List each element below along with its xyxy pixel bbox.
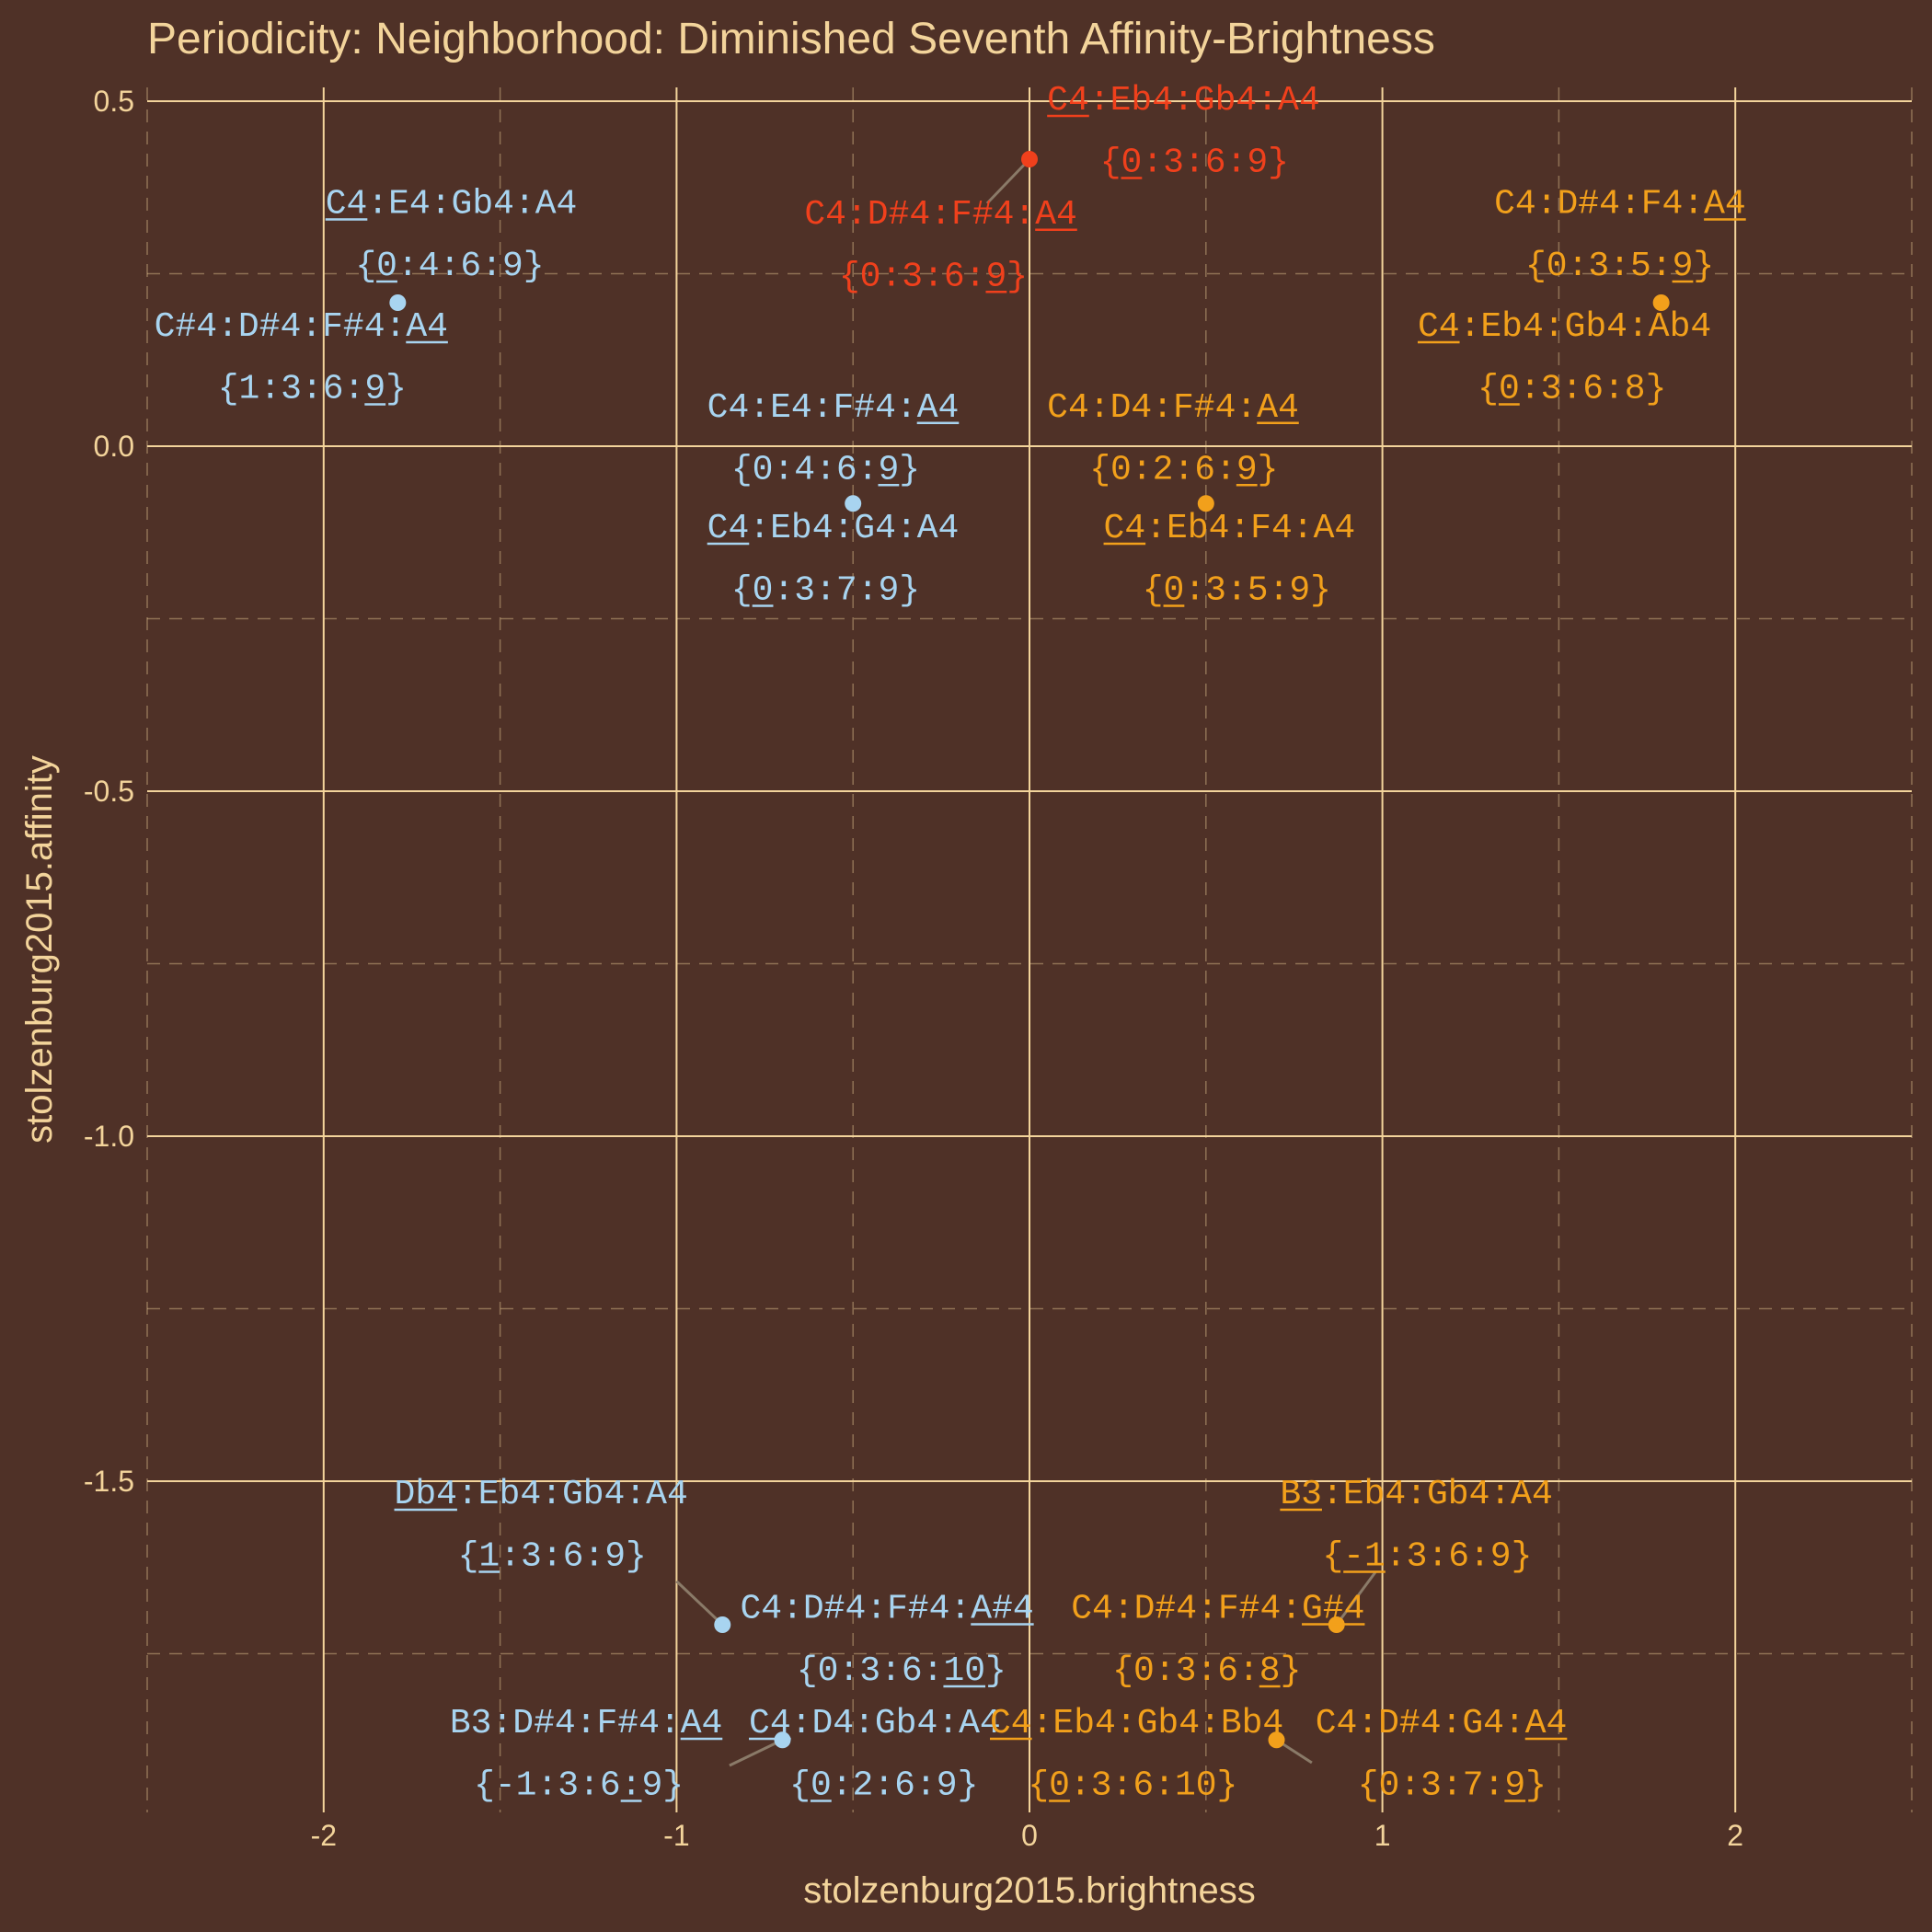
point-label: {0:3:6:10} (797, 1651, 1006, 1691)
label-connector-line (985, 157, 1031, 205)
chart-title: Periodicity: Neighborhood: Diminished Se… (147, 15, 1435, 63)
x-tick-label: -1 (663, 1819, 689, 1852)
point-label: C4:D#4:F#4:A4 (804, 195, 1076, 235)
point-label: {0:3:7:9} (1358, 1766, 1547, 1806)
point-label: {0:4:6:9} (731, 450, 920, 489)
point-label: Db4:Eb4:Gb4:A4 (395, 1475, 688, 1514)
point-label: C4:E4:F#4:A4 (707, 388, 960, 428)
point-label: B3:Eb4:Gb4:A4 (1280, 1475, 1552, 1514)
label-connector-line (1335, 1571, 1377, 1626)
point-label: {0:2:6:9} (789, 1766, 978, 1806)
data-point (389, 294, 407, 311)
y-tick-label: 0.5 (94, 85, 134, 118)
point-label: {0:4:6:9} (355, 247, 544, 286)
point-label: C4:Eb4:Gb4:A4 (1047, 81, 1319, 121)
point-label: B3:D#4:F#4:A4 (450, 1704, 722, 1743)
point-label: {0:2:6:9} (1089, 450, 1278, 489)
data-point (1197, 495, 1214, 512)
x-tick-label: 0 (1021, 1819, 1038, 1852)
point-label: {0:3:6:9} (839, 257, 1028, 296)
point-label: C4:D#4:F#4:A#4 (740, 1590, 1033, 1629)
y-tick-label: -0.5 (84, 775, 134, 808)
point-label: {0:3:5:9} (1525, 247, 1714, 286)
label-connector-line (729, 1738, 784, 1767)
data-points (389, 151, 1670, 1749)
point-label: C4:D4:F#4:A4 (1047, 388, 1299, 428)
y-tick-label: 0.0 (94, 430, 134, 463)
point-label: {0:3:6:8} (1478, 370, 1666, 409)
point-label: C4:D#4:F4:A4 (1494, 185, 1746, 224)
data-point (1021, 151, 1038, 167)
data-point (714, 1616, 731, 1633)
x-tick-label: 2 (1727, 1819, 1743, 1852)
point-label: {0:3:5:9} (1143, 571, 1331, 611)
point-labels: C4:Eb4:Gb4:A4 {0:3:6:9} C4:D#4:F#4:A4 {0:3:… (155, 81, 1746, 1806)
point-label: {1:3:6:9} (458, 1537, 647, 1577)
grid-lines (146, 87, 1913, 1812)
point-label: C4:D#4:G4:A4 (1316, 1704, 1568, 1743)
point-label: C4:E4:Gb4:A4 (326, 185, 578, 224)
point-label: {0:3:6:9} (1100, 144, 1289, 183)
point-label: {0:3:7:9} (731, 571, 920, 611)
point-label: C#4:D#4:F#4:A4 (155, 307, 448, 347)
x-tick-label: 1 (1374, 1819, 1391, 1852)
y-tick-label: -1.0 (84, 1120, 134, 1153)
data-point (1268, 1731, 1285, 1749)
point-label: C4:Eb4:Gb4:Ab4 (1418, 307, 1711, 347)
x-axis-title: stolzenburg2015.brightness (803, 1870, 1255, 1911)
point-label: C4:Eb4:F4:A4 (1104, 509, 1356, 548)
data-point (1652, 294, 1670, 311)
point-label: C4:Eb4:Gb4:Bb4 (990, 1704, 1283, 1743)
y-tick-label: -1.5 (84, 1465, 134, 1498)
label-connector-line (675, 1580, 724, 1627)
y-axis-title: stolzenburg2015.affinity (19, 755, 60, 1144)
point-label: {-1:3:6:9} (1322, 1537, 1532, 1577)
point-label: C4:Eb4:G4:A4 (707, 509, 960, 548)
point-label: {-1:3:6:9} (474, 1766, 684, 1806)
point-label: {1:3:6:9} (218, 370, 407, 409)
point-label: C4:D#4:F#4:G#4 (1071, 1590, 1364, 1629)
tick-labels: -2 -1 0 1 2 0.5 0.0 -0.5 -1.0 -1.5 (84, 85, 1743, 1852)
x-tick-label: -2 (311, 1819, 337, 1852)
data-point (845, 495, 862, 512)
point-label: {0:3:6:10} (1028, 1766, 1237, 1806)
point-label: C4:D4:Gb4:A4 (749, 1704, 1001, 1743)
point-label: {0:3:6:8} (1112, 1651, 1301, 1691)
